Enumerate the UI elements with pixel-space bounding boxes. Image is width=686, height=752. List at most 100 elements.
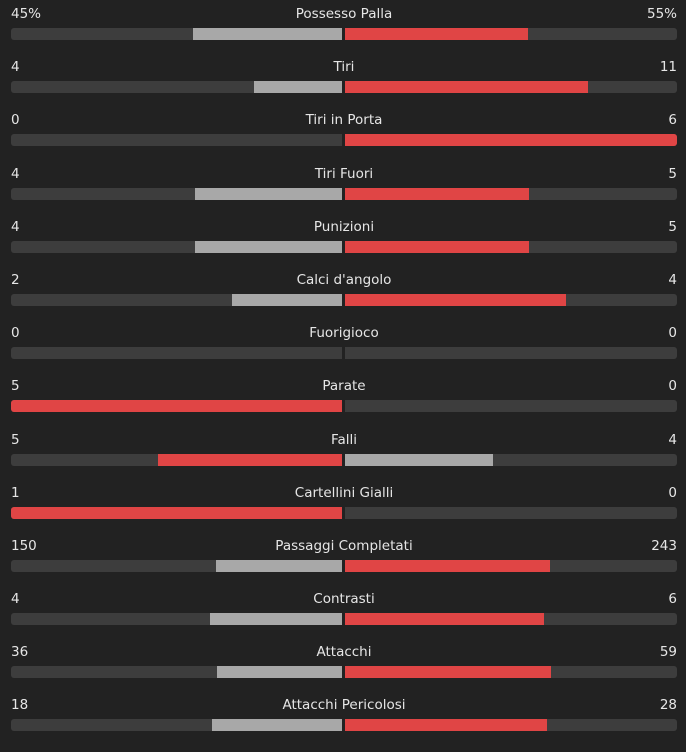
away-bar-fill [345,81,589,94]
stat-header: 5 Falli 4 [11,431,677,449]
stat-row: 2 Calci d'angolo 4 [0,266,686,319]
away-bar-track [345,666,677,679]
home-bar-fill [194,240,342,253]
home-bar-fill [11,400,342,413]
stat-header: 4 Tiri Fuori 5 [11,165,677,183]
stat-label: Possesso Palla [295,6,393,22]
stat-label: Falli [330,431,358,448]
away-bar-track [345,719,677,732]
home-bar-fill [212,719,342,732]
home-bar-track [11,81,342,94]
home-bar-track [11,719,342,732]
away-value: 4 [668,271,677,288]
away-bar-fill [345,293,567,306]
away-bar-track [345,134,677,147]
stat-header: 36 Attacchi 59 [11,643,677,661]
away-value: 6 [668,591,677,608]
stat-row: 5 Parate 0 [0,372,686,425]
home-bar-fill [216,666,342,679]
home-value: 1 [11,484,20,501]
away-value: 28 [659,697,677,714]
away-value: 6 [668,112,677,129]
stat-label: Punizioni [313,218,375,235]
stat-label: Fuorigioco [309,325,379,342]
away-bar-track [345,347,677,360]
home-bar-fill [193,28,342,40]
home-bar-track [11,240,342,253]
away-bar-track [345,559,677,572]
home-value: 0 [11,112,20,129]
home-value: 5 [11,378,20,395]
stat-header: 2 Calci d'angolo 4 [11,271,677,289]
stat-label: Passaggi Completati [275,537,413,554]
home-value: 5 [11,431,20,448]
stat-header: 18 Attacchi Pericolosi 28 [11,696,677,714]
home-value: 2 [11,271,20,288]
home-bar-fill [215,559,342,572]
away-bar-fill [345,613,545,626]
away-value: 5 [668,218,677,235]
stat-row: 5 Falli 4 [0,426,686,479]
home-value: 45% [11,6,42,22]
stat-row: 4 Punizioni 5 [0,213,686,266]
stat-label: Calci d'angolo [296,271,392,288]
home-bar-track [11,613,342,626]
away-bar-fill [345,559,551,572]
home-bar-track [11,187,342,200]
home-bar-track [11,293,342,306]
away-bar-track [345,400,677,413]
home-bar-fill [11,506,342,519]
home-bar-fill [194,187,342,200]
stat-header: 0 Tiri in Porta 6 [11,111,677,129]
home-bar-track [11,347,342,360]
away-bar-fill [345,187,530,200]
home-bar-track [11,28,342,40]
home-bar-track [11,400,342,413]
stat-row: 0 Tiri in Porta 6 [0,106,686,159]
stat-label: Attacchi Pericolosi [282,697,406,714]
away-value: 243 [651,537,677,554]
stat-header: 1 Cartellini Gialli 0 [11,484,677,502]
away-bar-track [345,187,677,200]
stat-header: 45% Possesso Palla 55% [11,5,677,23]
away-value: 11 [659,59,677,76]
stat-row: 4 Tiri 11 [0,53,686,106]
stat-row: 45% Possesso Palla 55% [0,0,686,53]
away-value: 55% [646,6,677,22]
stat-label: Tiri [333,59,355,76]
stat-header: 4 Contrasti 6 [11,590,677,608]
away-bar-fill [345,28,528,40]
home-bar-track [11,134,342,147]
stat-header: 4 Punizioni 5 [11,218,677,236]
home-value: 4 [11,218,20,235]
stat-label: Parate [322,378,366,395]
stat-label: Attacchi [316,644,372,661]
away-bar-track [345,613,677,626]
stat-row: 4 Contrasti 6 [0,585,686,638]
away-bar-fill [345,719,548,732]
home-bar-track [11,506,342,519]
away-value: 5 [668,165,677,182]
away-bar-track [345,28,677,40]
away-bar-track [345,240,677,253]
home-bar-fill [231,293,342,306]
stat-label: Tiri Fuori [314,165,374,182]
home-value: 150 [11,537,37,554]
away-bar-fill [345,666,552,679]
away-value: 0 [668,378,677,395]
away-bar-fill [345,453,493,466]
home-value: 4 [11,59,20,76]
away-bar-track [345,506,677,519]
home-bar-track [11,559,342,572]
stat-row: 0 Fuorigioco 0 [0,319,686,372]
home-bar-track [11,453,342,466]
stat-header: 5 Parate 0 [11,377,677,395]
stat-header: 4 Tiri 11 [11,58,677,76]
away-bar-track [345,453,677,466]
home-value: 18 [11,697,29,714]
stat-row: 1 Cartellini Gialli 0 [0,479,686,532]
home-value: 0 [11,325,20,342]
stat-label: Cartellini Gialli [294,484,394,501]
home-bar-fill [253,81,342,94]
